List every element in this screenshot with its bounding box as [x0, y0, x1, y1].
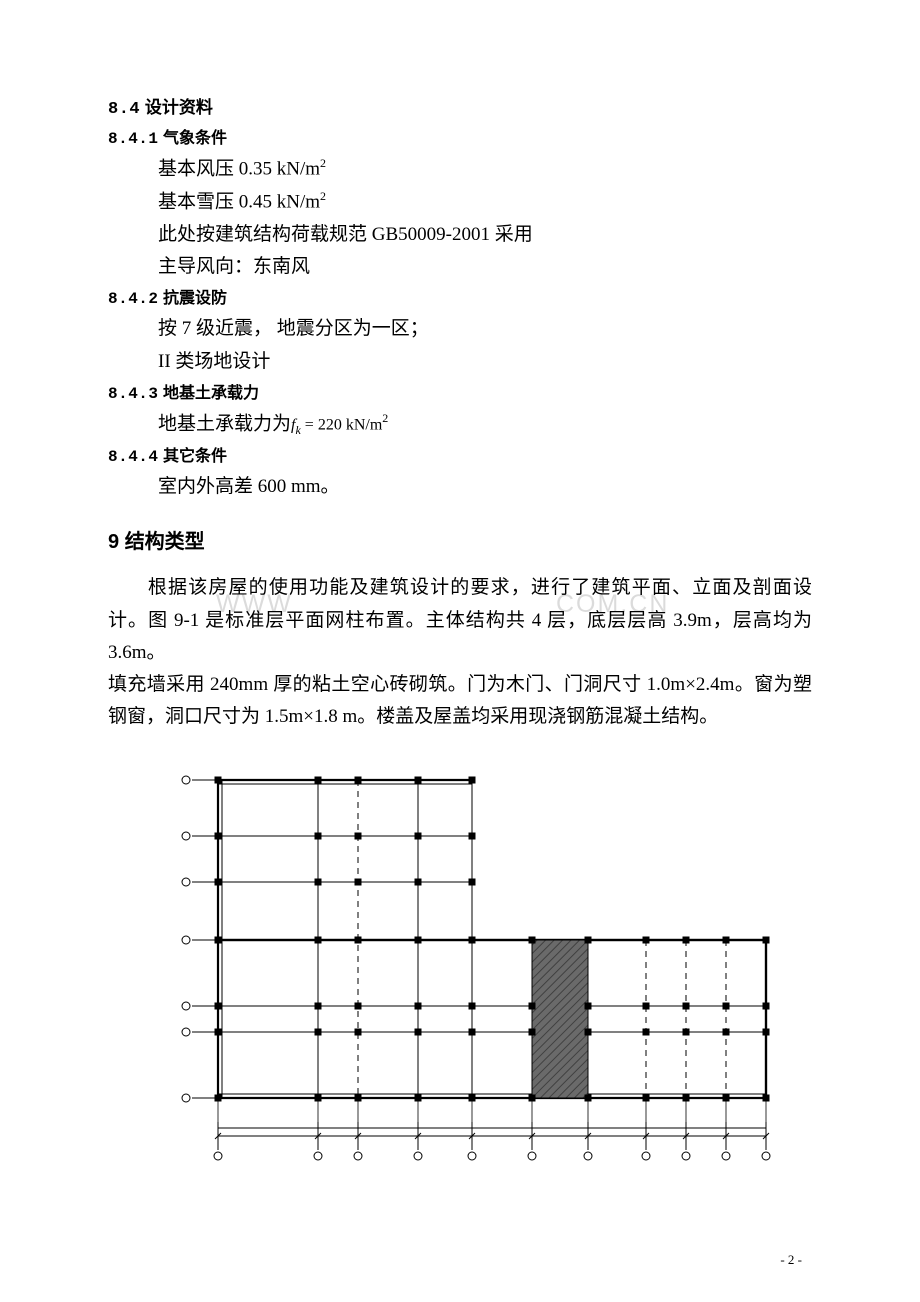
- text-line: 主导风向：东南风: [158, 251, 812, 283]
- heading-8-4: 8.4 设计资料: [108, 94, 812, 123]
- text-line: II 类场地设计: [158, 346, 812, 378]
- grid-plan-svg: [162, 746, 782, 1176]
- block-8-4-3: 地基土承载力为fk = 220 kN/m2: [158, 408, 812, 441]
- block-8-4-1: 基本风压 0.35 kN/m2 基本雪压 0.45 kN/m2 此处按建筑结构荷…: [158, 153, 812, 283]
- text-line: 室内外高差 600 mm。: [158, 471, 812, 503]
- paragraph: 填充墙采用 240mm 厚的粘土空心砖砌筑。门为木门、门洞尺寸 1.0m×2.4…: [108, 669, 812, 734]
- heading-title: 抗震设防: [163, 290, 227, 307]
- heading-num: 9: [108, 531, 119, 553]
- heading-8-4-4: 8.4.4 其它条件: [108, 443, 812, 471]
- heading-title: 气象条件: [163, 130, 227, 147]
- heading-title: 其它条件: [163, 448, 227, 465]
- heading-title: 地基土承载力: [163, 385, 259, 402]
- heading-num: 8.4.4: [108, 448, 159, 466]
- text-line: 基本风压 0.35 kN/m2: [158, 153, 812, 186]
- heading-9: 9 结构类型: [108, 525, 812, 554]
- heading-8-4-3: 8.4.3 地基土承载力: [108, 380, 812, 408]
- text-line: 基本雪压 0.45 kN/m2: [158, 186, 812, 219]
- text-line: 按 7 级近震， 地震分区为一区；: [158, 313, 812, 345]
- heading-title: 设计资料: [145, 98, 213, 117]
- heading-8-4-1: 8.4.1 气象条件: [108, 125, 812, 153]
- heading-num: 8.4.1: [108, 130, 159, 148]
- block-8-4-4: 室内外高差 600 mm。: [158, 471, 812, 503]
- text-line: 此处按建筑结构荷载规范 GB50009-2001 采用: [158, 219, 812, 251]
- text-line: 地基土承载力为fk = 220 kN/m2: [158, 408, 812, 441]
- heading-8-4-2: 8.4.2 抗震设防: [108, 285, 812, 313]
- paragraph: 根据该房屋的使用功能及建筑设计的要求，进行了建筑平面、立面及剖面设计。图 9-1…: [108, 572, 812, 669]
- block-8-4-2: 按 7 级近震， 地震分区为一区； II 类场地设计: [158, 313, 812, 378]
- page-number: - 2 -: [780, 1252, 802, 1268]
- heading-num: 8.4.3: [108, 385, 159, 403]
- figure-9-1: [162, 746, 812, 1181]
- heading-num: 8.4: [108, 100, 140, 119]
- heading-title: 结构类型: [125, 531, 205, 553]
- heading-num: 8.4.2: [108, 290, 159, 308]
